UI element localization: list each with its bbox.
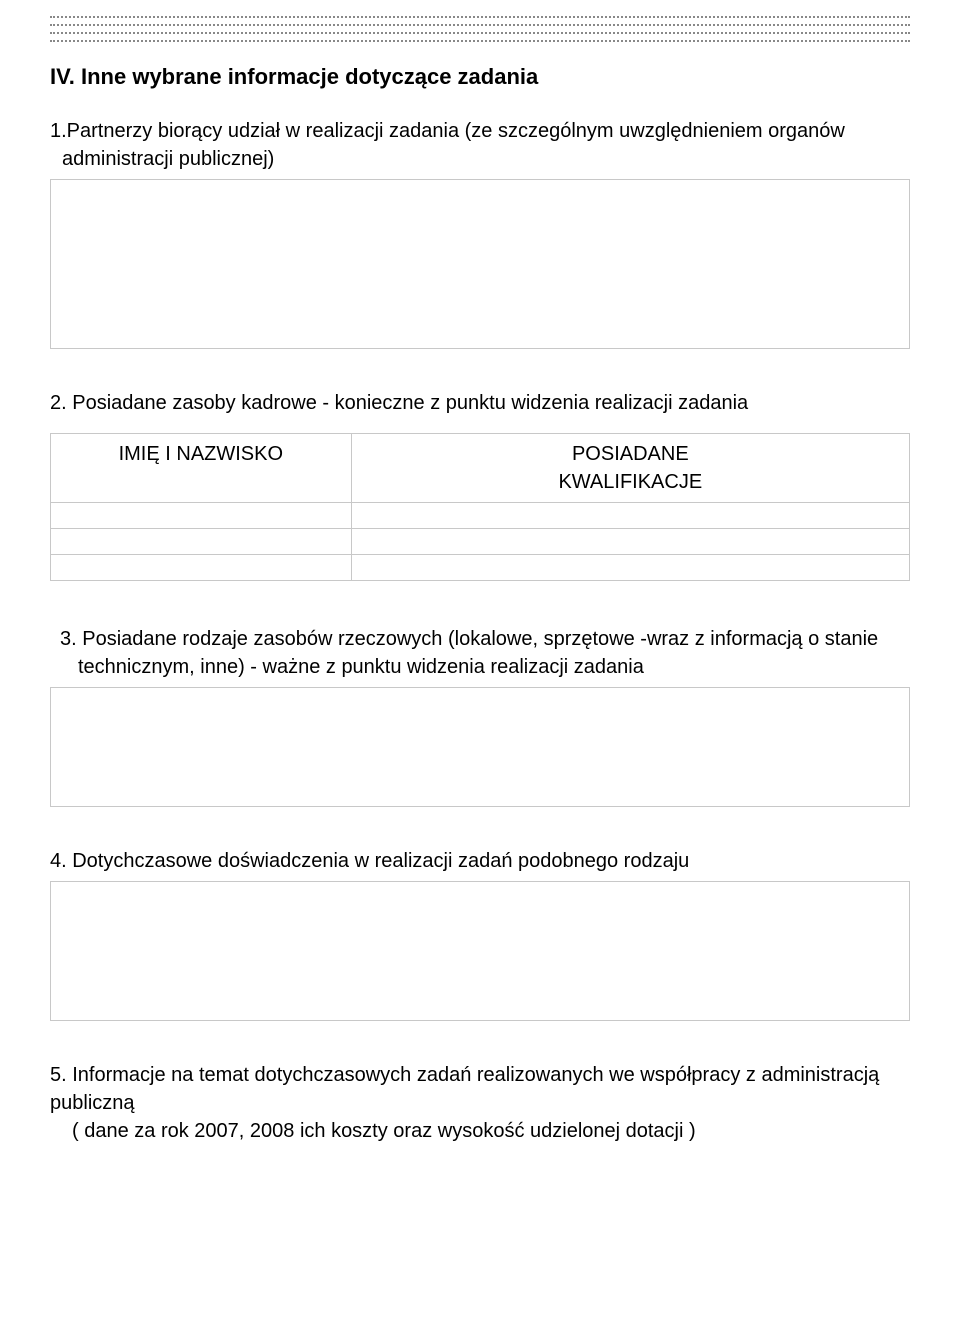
item-3-text: 3. Posiadane rodzaje zasobów rzeczowych … bbox=[78, 625, 910, 681]
item-4-box bbox=[50, 881, 910, 1021]
table-header-name-label: IMIĘ I NAZWISKO bbox=[119, 443, 283, 465]
table-header-qual-line2: KWALIFIKACJE bbox=[558, 471, 702, 493]
section-title: IV. Inne wybrane informacje dotyczące za… bbox=[50, 62, 910, 93]
dotted-line bbox=[50, 32, 910, 34]
table-row bbox=[51, 528, 910, 554]
item-1-box bbox=[50, 179, 910, 349]
item-5-text-line1: 5. Informacje na temat dotychczasowych z… bbox=[50, 1061, 910, 1117]
dotted-line bbox=[50, 16, 910, 18]
dotted-lines-block bbox=[50, 16, 910, 42]
dotted-line bbox=[50, 40, 910, 42]
staff-table: IMIĘ I NAZWISKO POSIADANE KWALIFIKACJE bbox=[50, 433, 910, 581]
table-row bbox=[51, 554, 910, 580]
table-header-qual-line1: POSIADANE bbox=[572, 443, 689, 465]
item-5-text-line2: ( dane za rok 2007, 2008 ich koszty oraz… bbox=[72, 1117, 910, 1145]
item-4-text: 4. Dotychczasowe doświadczenia w realiza… bbox=[50, 847, 910, 875]
table-row bbox=[51, 502, 910, 528]
table-header-row: IMIĘ I NAZWISKO POSIADANE KWALIFIKACJE bbox=[51, 433, 910, 502]
item-2-text: 2. Posiadane zasoby kadrowe - konieczne … bbox=[50, 389, 910, 417]
table-header-name: IMIĘ I NAZWISKO bbox=[51, 433, 352, 502]
item-3-box bbox=[50, 687, 910, 807]
table-header-qual: POSIADANE KWALIFIKACJE bbox=[351, 433, 909, 502]
dotted-line bbox=[50, 24, 910, 26]
item-1-text: 1.Partnerzy biorący udział w realizacji … bbox=[62, 117, 910, 173]
